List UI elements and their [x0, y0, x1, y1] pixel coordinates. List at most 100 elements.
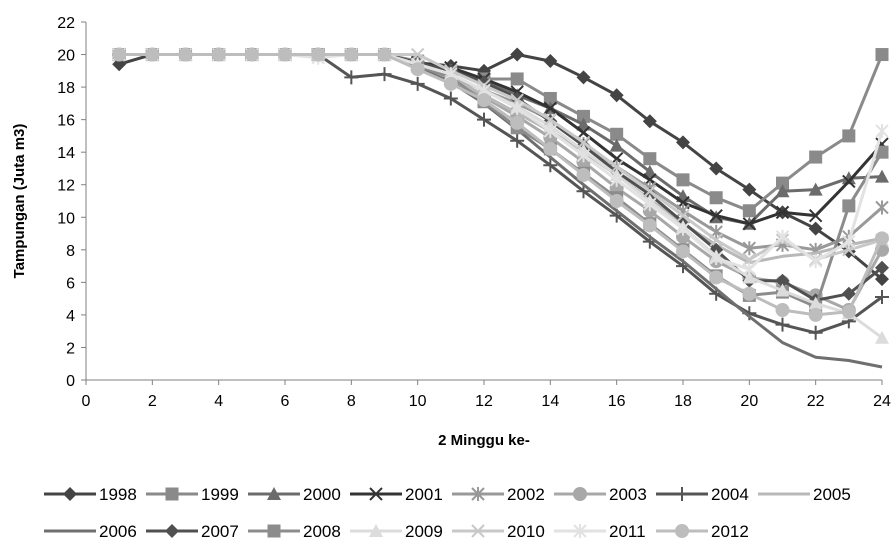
data-point-2004 — [344, 70, 359, 85]
data-point-2008 — [875, 145, 889, 159]
data-point-2004 — [808, 325, 823, 340]
data-point-2001 — [842, 174, 856, 189]
legend-marker — [369, 487, 383, 501]
series-2011 — [112, 47, 889, 277]
data-point-2012 — [443, 76, 458, 91]
y-tick-label: 10 — [57, 210, 75, 227]
y-tick-label: 6 — [66, 275, 75, 292]
x-tick-label: 14 — [541, 393, 559, 410]
series-2010 — [112, 47, 889, 267]
y-tick-label: 22 — [57, 15, 75, 32]
x-axis: 0 2 4 6 8 10 12 14 16 18 20 22 24 — [82, 379, 891, 410]
y-axis-title: Tampungan (Juta m3) — [11, 124, 28, 279]
data-point-2012 — [211, 47, 226, 62]
data-point-2007 — [875, 260, 889, 275]
data-point-2001 — [709, 208, 723, 223]
data-point-1999 — [610, 127, 624, 141]
legend-item-2005: 2005 — [758, 485, 851, 504]
legend: 1998 1999 2000 2001 2002 2003 2004 2005 2006 2007… — [44, 485, 851, 541]
legend-item-1998: 1998 — [44, 485, 137, 504]
legend-marker — [573, 487, 587, 501]
data-point-2001 — [543, 101, 558, 115]
x-tick-label: 6 — [281, 393, 290, 410]
legend-item-2008: 2008 — [248, 522, 341, 541]
data-point-2004 — [775, 317, 790, 332]
x-tick-label: 22 — [807, 393, 825, 410]
data-point-2009 — [742, 270, 757, 284]
data-point-2004 — [377, 67, 392, 82]
y-tick-label: 18 — [57, 80, 75, 97]
data-point-2012 — [676, 244, 690, 259]
data-point-2000 — [576, 117, 591, 131]
legend-item-2003: 2003 — [554, 485, 647, 504]
data-point-1999 — [742, 204, 756, 218]
data-point-2012 — [377, 47, 392, 62]
series-2000 — [112, 47, 889, 230]
legend-item-2001: 2001 — [350, 485, 443, 504]
data-point-2010 — [709, 233, 723, 247]
legend-label: 2004 — [711, 485, 749, 504]
data-point-2010 — [676, 208, 690, 223]
legend-label: 2002 — [507, 485, 545, 504]
x-tick-label: 0 — [82, 393, 91, 410]
legend-marker — [63, 487, 77, 501]
x-tick-label: 12 — [475, 393, 493, 410]
data-point-2011 — [510, 101, 524, 116]
data-point-1999 — [676, 173, 690, 187]
data-point-2000 — [642, 164, 657, 178]
legend-label: 2010 — [507, 522, 545, 541]
y-tick-label: 14 — [57, 145, 75, 162]
y-tick-label: 0 — [66, 373, 75, 390]
legend-label: 1998 — [99, 485, 137, 504]
data-point-1999 — [643, 152, 657, 166]
data-point-2012 — [244, 47, 259, 62]
data-point-1999 — [776, 176, 789, 190]
data-point-2012 — [477, 93, 491, 108]
series-line-2002 — [119, 53, 883, 252]
legend-item-2010: 2010 — [452, 522, 545, 541]
data-point-2007 — [775, 273, 790, 288]
data-point-2012 — [742, 286, 757, 301]
y-tick-label: 2 — [66, 340, 75, 357]
data-point-2012 — [178, 47, 193, 62]
series-layer — [112, 47, 889, 369]
x-axis-title: 2 Minggu ke- — [438, 432, 530, 449]
x-tick-label: 16 — [608, 393, 626, 410]
legend-label: 2011 — [609, 522, 646, 541]
legend-marker — [471, 524, 485, 538]
data-point-2012 — [609, 194, 624, 208]
data-point-1999 — [577, 109, 590, 123]
legend-label: 2001 — [405, 485, 443, 504]
data-point-2004 — [477, 112, 491, 127]
data-point-2001 — [576, 125, 591, 140]
x-tick-label: 10 — [409, 393, 427, 410]
data-point-2012 — [510, 115, 525, 130]
legend-label: 2008 — [303, 522, 341, 541]
data-point-2011 — [576, 148, 591, 163]
data-point-2011 — [842, 234, 856, 249]
data-point-1998 — [609, 88, 624, 103]
data-point-2012 — [775, 303, 790, 318]
data-point-2012 — [875, 231, 889, 246]
x-tick-label: 24 — [873, 393, 891, 410]
data-point-2011 — [643, 197, 657, 212]
legend-label: 2009 — [405, 522, 443, 541]
data-point-2012 — [311, 47, 326, 62]
data-point-1998 — [676, 135, 690, 150]
data-point-2011 — [742, 262, 757, 277]
data-point-2000 — [609, 138, 624, 152]
series-1999 — [112, 48, 889, 218]
data-point-2012 — [576, 167, 591, 182]
data-point-2012 — [112, 47, 127, 62]
data-point-2010 — [543, 112, 558, 127]
legend-item-2004: 2004 — [656, 485, 749, 504]
data-point-2000 — [808, 182, 823, 196]
series-2012 — [112, 47, 889, 322]
data-point-2012 — [145, 47, 160, 62]
series-1998 — [112, 47, 889, 287]
legend-label: 2005 — [813, 485, 851, 504]
data-point-2000 — [875, 169, 889, 183]
y-tick-label: 16 — [57, 113, 75, 130]
data-point-1999 — [842, 129, 856, 143]
